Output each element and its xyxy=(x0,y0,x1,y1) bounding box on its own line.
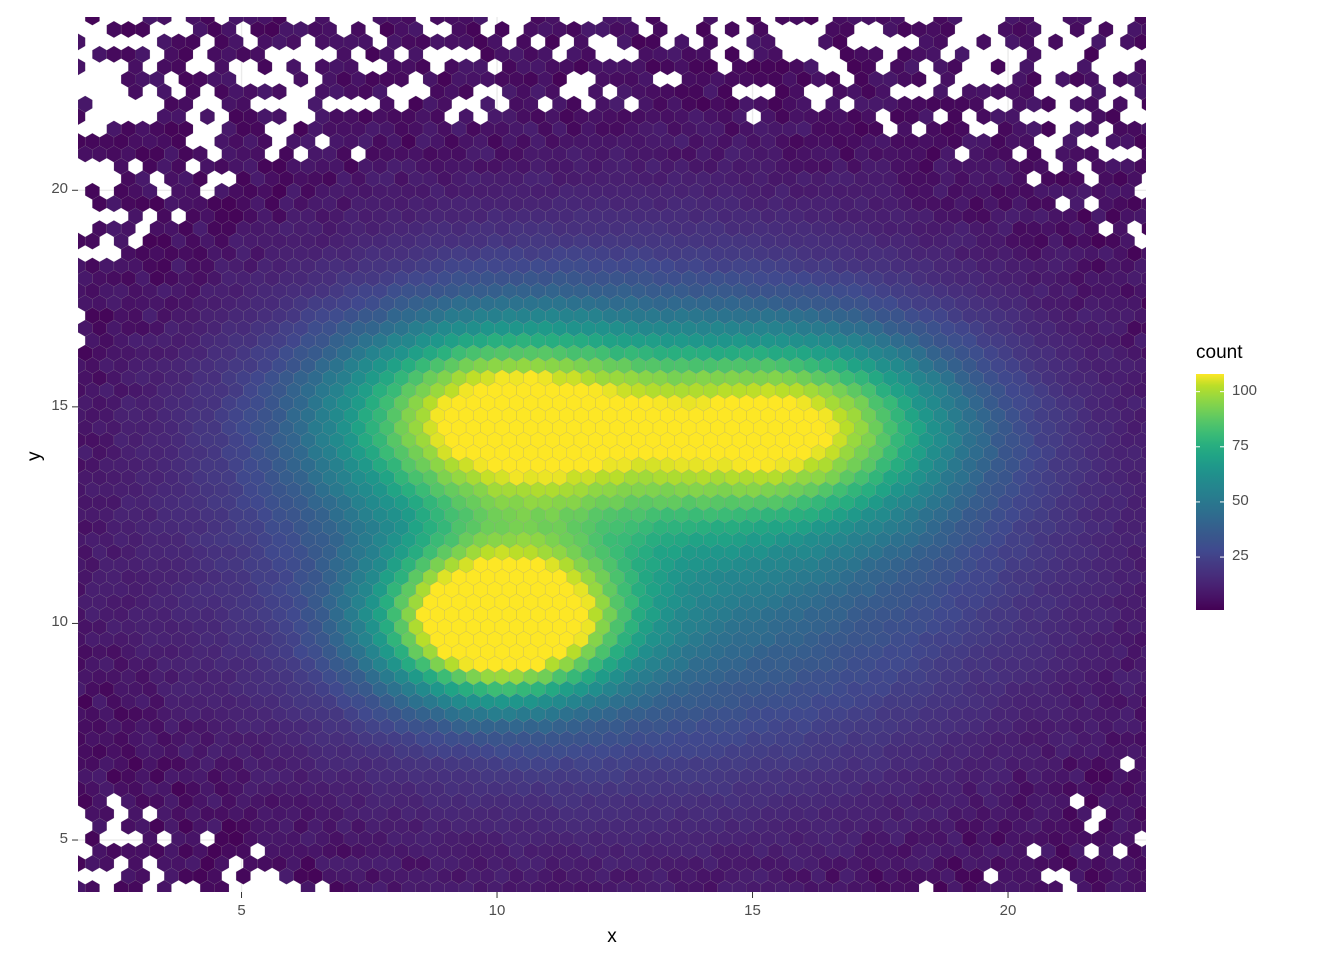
plot-panel xyxy=(0,0,1344,960)
x-tick-label: 20 xyxy=(988,902,1028,919)
legend-tick-label: 100 xyxy=(1232,382,1257,399)
legend-title: count xyxy=(1196,342,1242,364)
x-tick-label: 10 xyxy=(477,902,517,919)
x-tick-label: 5 xyxy=(222,902,262,919)
legend-tick-label: 50 xyxy=(1232,492,1249,509)
y-tick-label: 20 xyxy=(51,180,68,197)
x-tick-label: 15 xyxy=(733,902,773,919)
legend-colorbar xyxy=(1196,374,1226,612)
hexbin-chart: x y count 25 50 75 100 5 10 15 20 5 10 15 20 xyxy=(0,0,1344,960)
legend-tick-label: 25 xyxy=(1232,547,1249,564)
x-axis-title: x xyxy=(78,926,1146,948)
y-tick-label: 10 xyxy=(51,613,68,630)
legend-tick-label: 75 xyxy=(1232,437,1249,454)
y-tick-label: 5 xyxy=(60,830,68,847)
y-axis-title: y xyxy=(24,451,46,461)
y-tick-label: 15 xyxy=(51,397,68,414)
